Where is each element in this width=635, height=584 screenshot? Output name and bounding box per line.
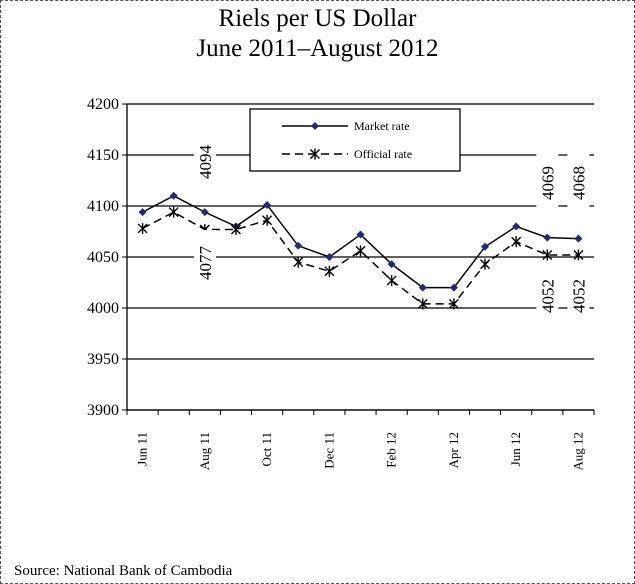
y-tick-label: 4150 [87,147,119,164]
y-tick-label: 4200 [87,96,119,113]
x-tick-label: Apr 12 [446,432,461,468]
x-tick-label: Jun 11 [135,432,150,466]
y-tick-label: 3900 [87,402,119,419]
value-annotation: 4069 [538,166,557,200]
market-rate-point [170,192,178,200]
x-tick-label: Jun 12 [508,432,523,466]
legend-label: Market rate [354,119,410,133]
legend-label: Official rate [354,147,412,161]
market-rate-point [139,208,147,216]
x-tick-label: Aug 11 [197,432,212,470]
value-annotation: 4052 [569,279,588,313]
value-annotation: 4052 [538,279,557,313]
market-rate-point [512,222,520,230]
y-tick-label: 4050 [87,249,119,266]
value-annotation: 4077 [196,246,215,281]
market-rate-point [201,208,209,216]
x-tick-label: Oct 11 [259,432,274,467]
value-annotation: 4068 [569,166,588,200]
x-tick-label: Aug 12 [570,432,585,471]
source-note: Source: National Bank of Cambodia [14,563,232,580]
value-annotation: 4094 [196,145,215,180]
y-tick-label: 4100 [87,198,119,215]
y-tick-label: 3950 [87,351,119,368]
market-rate-point [543,234,551,242]
y-tick-label: 4000 [87,300,119,317]
x-tick-label: Dec 11 [321,432,336,469]
x-tick-label: Feb 12 [384,432,399,468]
market-rate-point [574,235,582,243]
